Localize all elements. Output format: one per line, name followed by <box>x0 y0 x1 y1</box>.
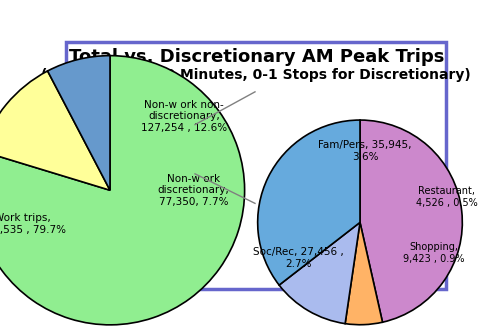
Text: Work trips,
803,535 , 79.7%: Work trips, 803,535 , 79.7% <box>0 213 66 235</box>
Text: Soc/Rec, 27,456 ,
2.7%: Soc/Rec, 27,456 , 2.7% <box>253 247 344 269</box>
Text: Total vs. Discretionary AM Peak Trips: Total vs. Discretionary AM Peak Trips <box>68 48 444 66</box>
Text: Non-w ork non-
discretionary,
127,254 , 12.6%: Non-w ork non- discretionary, 127,254 , … <box>141 100 227 133</box>
Text: Non-w ork
discretionary,
77,350, 7.7%: Non-w ork discretionary, 77,350, 7.7% <box>158 174 230 207</box>
Text: Fam/Pers, 35,945,
3.6%: Fam/Pers, 35,945, 3.6% <box>318 140 412 162</box>
Wedge shape <box>48 56 110 190</box>
Text: Shopping,
9,423 , 0.9%: Shopping, 9,423 , 0.9% <box>403 242 464 264</box>
Text: Restaurant,
4,526 , 0.5%: Restaurant, 4,526 , 0.5% <box>416 186 478 208</box>
Wedge shape <box>279 222 360 324</box>
Wedge shape <box>258 120 360 285</box>
Wedge shape <box>345 222 383 325</box>
Wedge shape <box>0 56 244 325</box>
Wedge shape <box>0 71 110 190</box>
Wedge shape <box>360 120 462 322</box>
Text: (All PV trips > 20 Minutes, 0-1 Stops for Discretionary): (All PV trips > 20 Minutes, 0-1 Stops fo… <box>42 68 471 82</box>
